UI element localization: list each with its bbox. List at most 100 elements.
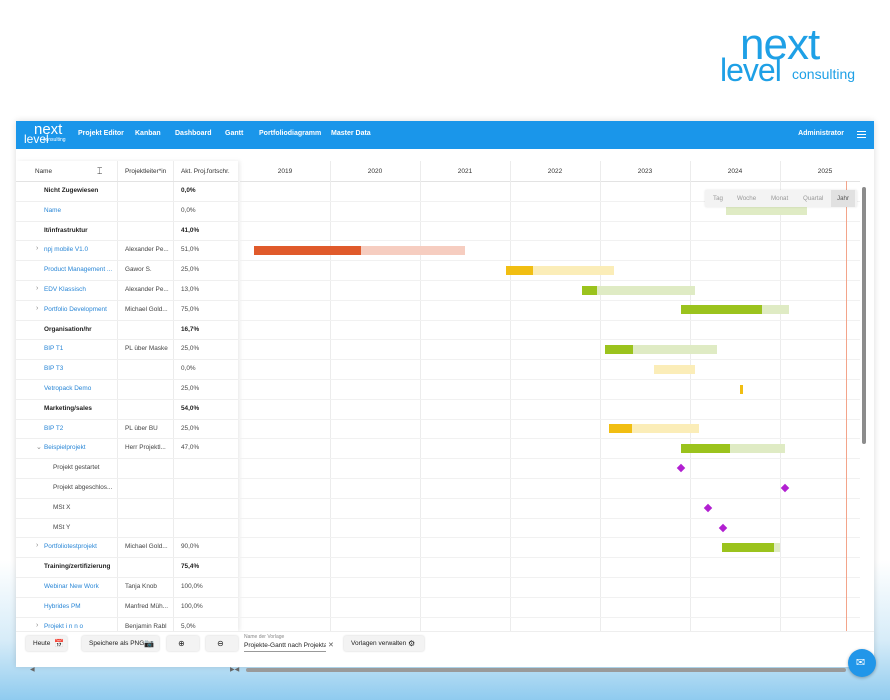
- expand-chevron-icon[interactable]: ›: [36, 285, 39, 292]
- milestone-diamond[interactable]: [703, 503, 713, 513]
- zoom-tag[interactable]: Tag: [713, 195, 723, 202]
- scroll-left-arrow-icon[interactable]: ◀: [30, 667, 35, 673]
- gantt-row-line: [240, 299, 860, 301]
- sort-icon[interactable]: ⌶: [97, 166, 103, 176]
- row-name[interactable]: Hybrides PM: [44, 602, 81, 610]
- template-name-field[interactable]: Name der Vorlage Projekte-Gantt nach Pro…: [242, 632, 334, 652]
- table-row[interactable]: Hybrides PM Manfred Müh... 100,0%: [16, 597, 238, 618]
- table-row[interactable]: BIP T2 PL über BU 25,0%: [16, 419, 238, 440]
- zoom-monat[interactable]: Monat: [771, 195, 789, 202]
- nav-kanban[interactable]: Kanban: [135, 130, 161, 137]
- row-name[interactable]: Projekt i n n o: [44, 622, 84, 630]
- clear-icon[interactable]: ✕: [328, 642, 334, 649]
- zoom-in-button[interactable]: ⊕: [167, 636, 199, 651]
- gantt-bar[interactable]: [604, 344, 717, 354]
- gantt-bar-progress: [582, 285, 597, 295]
- vertical-scrollbar[interactable]: [862, 187, 866, 444]
- nav-portfoliodiagramm[interactable]: Portfoliodiagramm: [259, 130, 322, 137]
- table-row[interactable]: › Portfolio Development Michael Gold... 75,…: [16, 300, 238, 321]
- horizontal-scrollbar[interactable]: [246, 668, 846, 672]
- scroll-arrows-icon[interactable]: ▶◀: [230, 667, 240, 673]
- nav-projekt-editor[interactable]: Projekt Editor: [78, 130, 124, 137]
- table-row[interactable]: Marketing/sales 54,0%: [16, 399, 238, 420]
- help-chat-button[interactable]: ✉: [848, 649, 876, 677]
- table-row[interactable]: Nicht Zugewiesen 0,0%: [16, 181, 238, 202]
- gantt-bar-progress: [609, 424, 632, 434]
- header-projektleiter[interactable]: Projektleiter*in: [125, 168, 167, 175]
- table-row[interactable]: MSt Y: [16, 518, 238, 539]
- row-name[interactable]: Webinar New Work: [44, 583, 99, 590]
- hamburger-menu-icon[interactable]: [857, 131, 866, 138]
- gantt-bar[interactable]: [654, 364, 695, 374]
- table-row[interactable]: It/infrastruktur 41,0%: [16, 221, 238, 242]
- row-name[interactable]: Product Management ...: [44, 266, 113, 274]
- table-row[interactable]: › Portfoliotestprojekt Michael Gold... 90,0…: [16, 537, 238, 559]
- gantt-bar[interactable]: [582, 285, 695, 295]
- table-row[interactable]: › EDV Klassisch Alexander Pe... 13,0%: [16, 280, 238, 301]
- table-row[interactable]: BIP T3 0,0%: [16, 359, 238, 380]
- manage-templates-button[interactable]: Vorlagen verwalten ⚙: [344, 636, 424, 651]
- table-row[interactable]: › Projekt i n n o Benjamin Rabl 5,0%: [16, 617, 238, 631]
- zoom-quartal[interactable]: Quartal: [803, 195, 824, 202]
- gear-icon: ⚙: [408, 639, 416, 648]
- zoom-jahr[interactable]: Jahr: [831, 190, 856, 207]
- milestone-diamond[interactable]: [719, 523, 728, 532]
- gantt-bar[interactable]: [681, 305, 789, 315]
- expand-chevron-icon[interactable]: ›: [36, 304, 39, 312]
- gantt-bar[interactable]: [505, 265, 614, 275]
- nav-master-data[interactable]: Master Data: [331, 130, 371, 137]
- table-row[interactable]: MSt X: [16, 498, 238, 519]
- row-name[interactable]: Portfoliotestprojekt: [44, 543, 97, 551]
- table-row[interactable]: Projekt gestartet: [16, 458, 238, 479]
- row-name[interactable]: Vetropack Demo: [44, 385, 92, 392]
- row-name[interactable]: BIP T2: [44, 424, 64, 432]
- milestone-diamond[interactable]: [676, 463, 686, 473]
- save-png-button[interactable]: Speichere als PNG 📷: [82, 636, 159, 651]
- nav-dashboard[interactable]: Dashboard: [175, 130, 212, 137]
- table-row[interactable]: Organisation/hr 16,7%: [16, 320, 238, 341]
- table-row[interactable]: Webinar New Work Tanja Knob 100,0%: [16, 577, 238, 598]
- zoom-out-button[interactable]: ⊖: [206, 636, 238, 651]
- row-name[interactable]: EDV Klassisch: [44, 286, 86, 293]
- milestone-diamond[interactable]: [780, 483, 789, 493]
- row-progress: 75,4%: [181, 563, 200, 571]
- gantt-bar[interactable]: [681, 443, 785, 453]
- table-row[interactable]: Projekt abgeschlos...: [16, 478, 238, 499]
- row-name[interactable]: BIP T1: [44, 345, 64, 353]
- expand-chevron-icon[interactable]: ›: [36, 621, 39, 629]
- row-progress: 47,0%: [181, 444, 200, 452]
- footer-toolbar: Heute 📅 Speichere als PNG 📷 ⊕ ⊖ Name der…: [16, 631, 874, 673]
- table-row[interactable]: Training/zertifizierung 75,4%: [16, 557, 238, 578]
- row-progress: 25,0%: [181, 266, 200, 274]
- header-name[interactable]: Name: [35, 168, 53, 175]
- gantt-bar-progress: [681, 443, 730, 453]
- header-progress[interactable]: Akt. Proj.fortschr.: [181, 168, 230, 175]
- table-row[interactable]: BIP T1 PL über Maske 25,0%: [16, 339, 238, 361]
- app-logo[interactable]: next level consulting: [24, 121, 68, 147]
- expand-chevron-icon[interactable]: ›: [36, 245, 39, 253]
- gantt-bar[interactable]: [609, 424, 699, 434]
- row-name[interactable]: Portfolio Development: [44, 305, 107, 313]
- user-menu[interactable]: Administrator: [798, 130, 844, 137]
- table-row[interactable]: Vetropack Demo 25,0%: [16, 379, 238, 400]
- nav-gantt[interactable]: Gantt: [225, 130, 244, 137]
- gantt-bar[interactable]: [253, 245, 465, 255]
- gantt-bar[interactable]: [739, 384, 744, 394]
- row-name[interactable]: npj mobile V1.0: [44, 246, 89, 254]
- table-row[interactable]: Name 0,0%: [16, 201, 238, 222]
- expand-chevron-icon[interactable]: ›: [36, 542, 39, 550]
- gantt-bar[interactable]: [726, 206, 807, 216]
- row-name[interactable]: Name: [44, 206, 62, 214]
- table-row[interactable]: › npj mobile V1.0 Alexander Pe... 51,0%: [16, 240, 238, 262]
- zoom-woche[interactable]: Woche: [737, 195, 757, 202]
- table-row[interactable]: Product Management ... Gawor S. 25,0%: [16, 260, 238, 281]
- today-button[interactable]: Heute 📅: [26, 636, 67, 651]
- gantt-bar[interactable]: [721, 542, 780, 552]
- row-name[interactable]: Beispielprojekt: [44, 444, 86, 452]
- collapse-chevron-icon[interactable]: ⌄: [36, 444, 42, 452]
- template-input[interactable]: Projekte-Gantt nach Projektar: [244, 642, 326, 652]
- gantt-row-line: [240, 339, 860, 341]
- table-row[interactable]: ⌄ Beispielprojekt Herr Projektl... 47,0%: [16, 438, 238, 460]
- row-name[interactable]: BIP T3: [44, 365, 64, 373]
- app-logo-next: next: [34, 121, 63, 138]
